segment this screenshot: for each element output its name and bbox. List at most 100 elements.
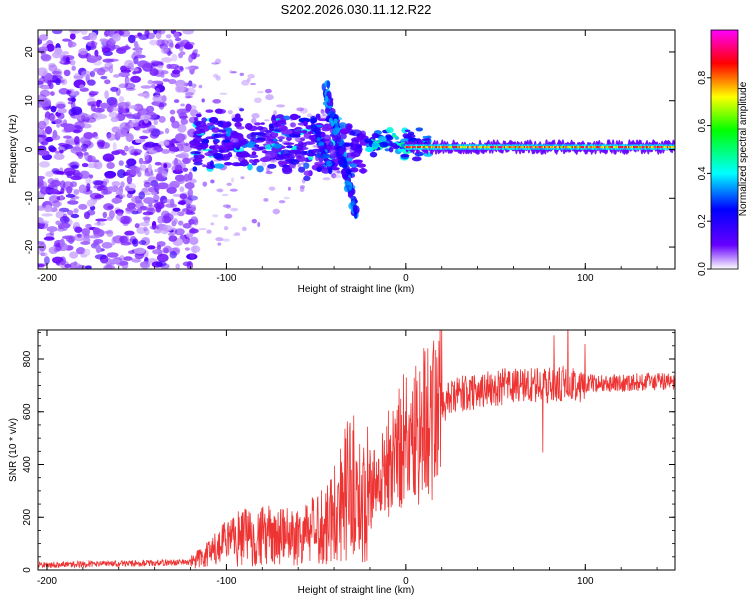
snr-y-axis-label: SNR (10 * v/v): [8, 418, 19, 482]
spectrogram-cell: [86, 199, 96, 207]
spectrogram-cell: [344, 160, 348, 169]
spectrogram-cell: [422, 135, 428, 139]
spectrogram-cell: [155, 87, 160, 95]
spectrogram-cell: [289, 159, 300, 165]
spectrogram-cell: [62, 38, 71, 42]
spectrogram-cell: [92, 227, 101, 235]
spectrogram-cell: [226, 182, 232, 186]
spectrogram-cell: [79, 170, 90, 179]
spectrogram-cell: [158, 102, 165, 110]
spectrogram-cell: [108, 187, 119, 193]
spectrogram-cell: [303, 175, 311, 182]
snr-x-tick-label: -100: [216, 576, 236, 587]
spectrogram-cell: [341, 169, 348, 175]
spectrogram-cell: [421, 138, 432, 142]
spectrogram-cell: [120, 45, 131, 50]
spectrogram-cell: [134, 223, 140, 229]
spectrogram-cell: [241, 79, 250, 86]
spectrogram-cell: [300, 150, 308, 156]
spectrogram-cell: [201, 144, 207, 151]
spectrogram-cell: [108, 65, 114, 74]
spectrogram-cell: [138, 240, 147, 246]
spectrogram-cell: [131, 210, 139, 215]
spectrogram-cell: [103, 180, 108, 186]
spectrogram-cell: [285, 145, 293, 149]
spectrogram-cell: [265, 151, 277, 158]
snr-y-ticks: 0 200 400 600 800: [22, 332, 675, 573]
spectrogram-cell: [118, 71, 130, 78]
spectrogram-cell: [102, 153, 115, 162]
spectrogram-cell: [133, 103, 144, 112]
spectrogram-cell: [184, 247, 190, 251]
spectrogram-cell: [173, 99, 180, 104]
spectrogram-cell: [45, 136, 54, 142]
spectrogram-cell: [329, 110, 336, 118]
spectrogram-cell: [119, 194, 126, 198]
spectrogram-cell: [83, 131, 94, 140]
spectrogram-cell: [121, 262, 129, 269]
spectrogram-cell: [89, 31, 98, 41]
spectrogram-cell: [168, 146, 180, 152]
spectrogram-cell: [233, 131, 239, 136]
snr-frame: [37, 329, 676, 571]
spectrogram-cell: [206, 229, 212, 234]
spectrogram-cell: [257, 221, 261, 228]
spectrogram-cell: [321, 127, 331, 132]
spectrogram-cell: [86, 163, 99, 169]
spectrogram-cell: [392, 134, 398, 138]
spectrogram-cell: [296, 107, 304, 112]
spectrogram-cell: [324, 95, 329, 103]
spectrogram-cell: [278, 200, 286, 204]
spectrogram-cell: [178, 43, 184, 52]
spectrogram-cell: [261, 150, 268, 154]
spectrogram-cell: [322, 113, 326, 116]
spectrogram-cell: [193, 120, 201, 126]
spectrogram-cell: [205, 136, 217, 140]
spectrogram-cell: [161, 149, 171, 154]
spectrogram-cell: [241, 226, 247, 232]
spectrogram-cell: [259, 157, 270, 163]
spectrogram-cell: [299, 187, 305, 193]
snr-panel: -200 -100 0 100 0 200 400 600 800 Height of str…: [8, 329, 676, 596]
spectrogram-cell: [212, 144, 220, 150]
spectrogram-cell: [38, 263, 45, 268]
spectrogram-cell: [186, 209, 193, 215]
spectrogram-cell: [124, 230, 135, 236]
spectrogram-cell: [38, 161, 51, 168]
spectrogram-cell: [131, 67, 139, 72]
spectrogram-cell: [329, 148, 335, 156]
spectrogram-cell: [160, 227, 169, 235]
spectrogram-cell: [69, 33, 76, 40]
spectrogram-cell: [180, 115, 189, 119]
spectrogram-cell: [144, 30, 150, 37]
spectrogram-cell: [144, 141, 156, 148]
spectrogram-cell: [326, 80, 331, 89]
spectrogram-cell: [336, 170, 341, 174]
spectrogram-cell: [315, 115, 321, 120]
spectrogram-cell: [232, 142, 244, 147]
spectrogram-cell: [83, 152, 89, 156]
spectrogram-cell: [111, 197, 122, 204]
spectrogram-cell: [101, 46, 111, 53]
spectrogram-cell: [168, 235, 178, 242]
spectrogram-cell: [146, 207, 156, 215]
spectrogram-cell: [185, 103, 192, 112]
spectrogram-cell: [142, 160, 150, 165]
spectrogram-cell: [61, 222, 69, 232]
spectrogram-cell: [256, 165, 264, 173]
spectrogram-x-tick-label: -200: [37, 273, 57, 284]
spectrogram-cell: [112, 142, 117, 151]
spectrogram-cell: [236, 152, 244, 157]
spectrogram-cell: [97, 141, 105, 150]
spectrogram-cell: [198, 84, 203, 89]
spectrogram-cell: [319, 145, 326, 149]
spectrogram-cell: [87, 79, 96, 86]
spectrogram-cell: [237, 136, 245, 141]
spectrogram-cell: [115, 190, 123, 196]
spectrogram-cell: [182, 261, 192, 267]
spectrogram-cell: [172, 207, 181, 212]
spectrogram-cell: [85, 223, 92, 229]
spectrogram-cell: [132, 113, 141, 119]
spectrogram-cell: [135, 139, 144, 144]
spectrogram-cell: [113, 126, 123, 130]
